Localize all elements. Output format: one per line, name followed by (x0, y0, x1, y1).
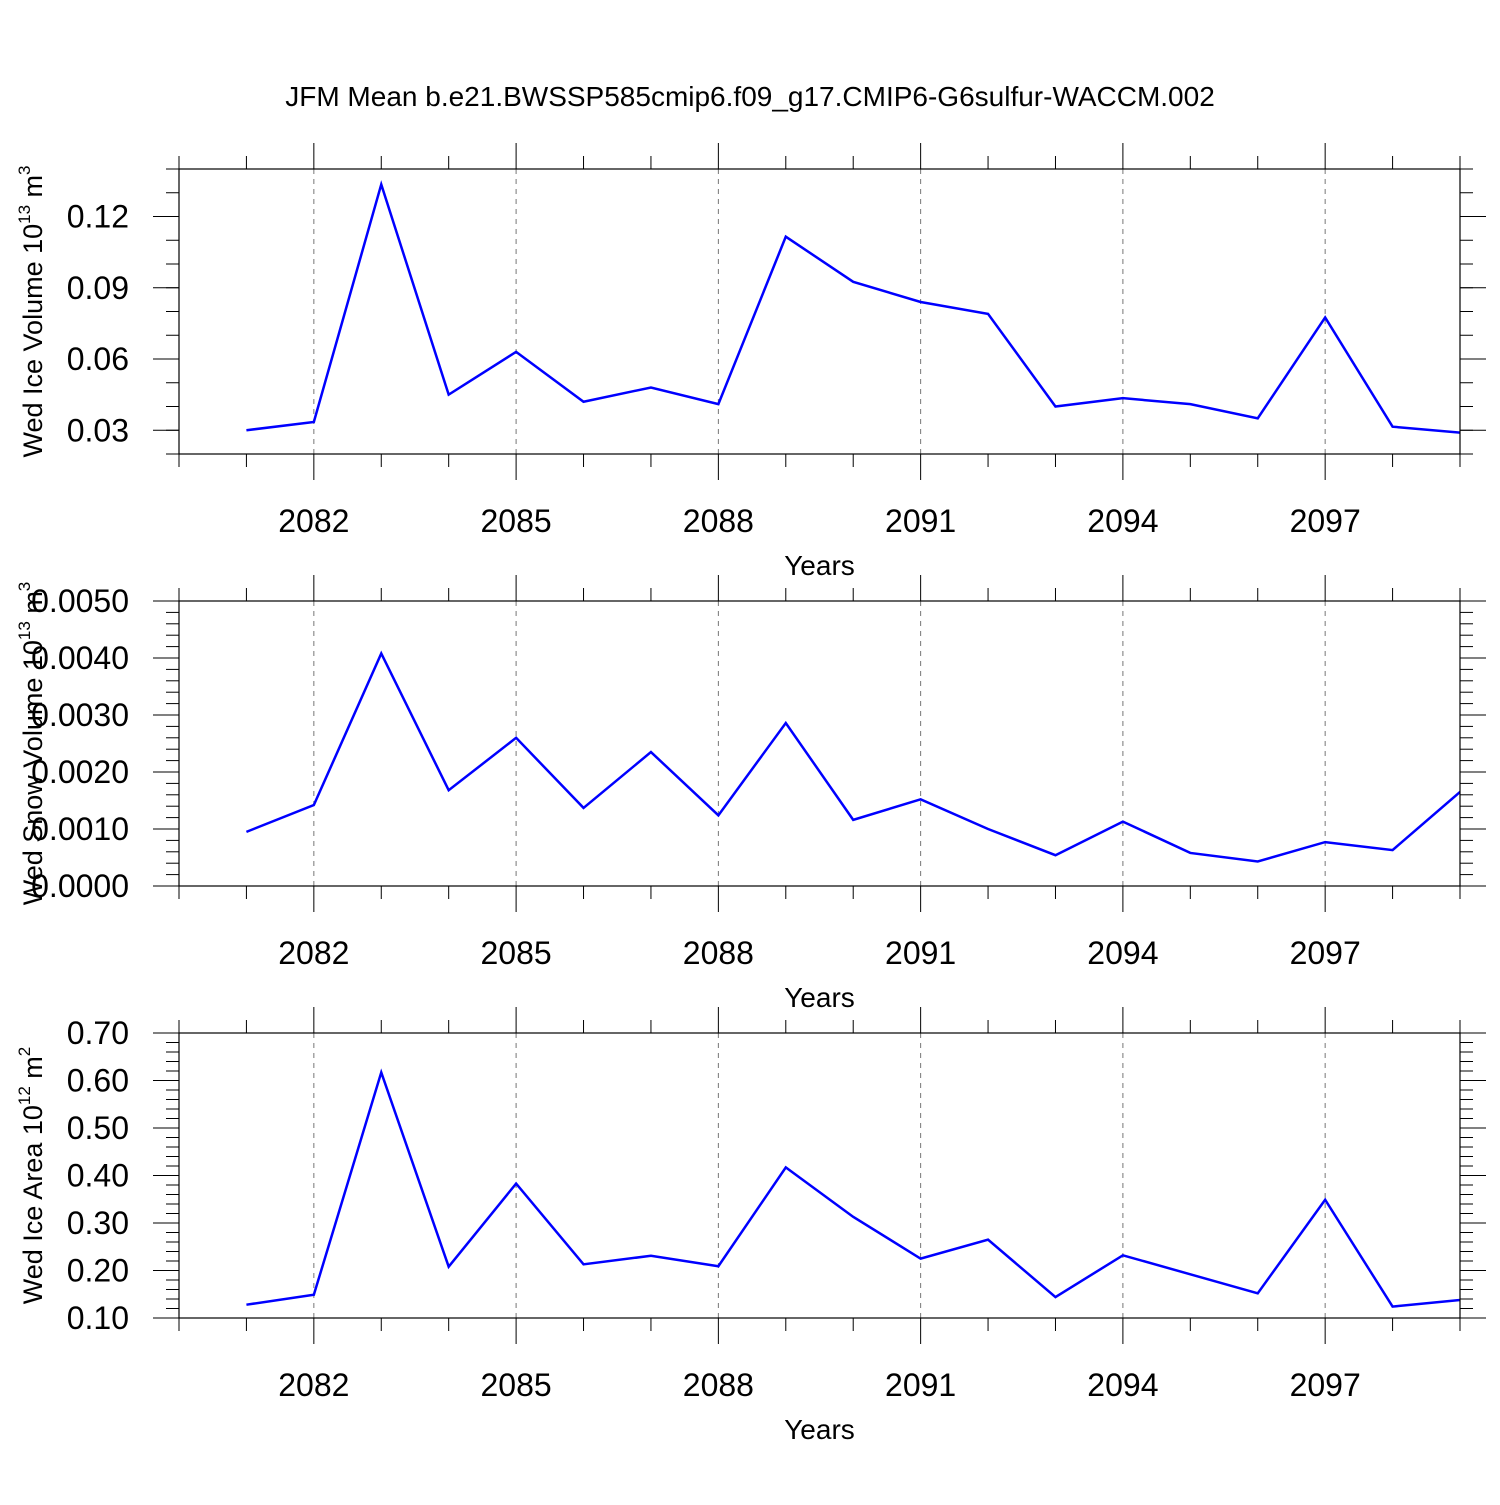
plot-frame (179, 169, 1460, 454)
x-tick-label-2094: 2094 (1087, 935, 1158, 971)
y-tick-label-0.12: 0.12 (67, 199, 129, 235)
y-axis-label-unit-exponent: 2 (15, 1047, 34, 1056)
chart-title: JFM Mean b.e21.BWSSP585cmip6.f09_g17.CMI… (285, 81, 1215, 112)
y-tick-label-0.60: 0.60 (67, 1063, 129, 1099)
y-axis-label-unit-exponent: 3 (15, 582, 34, 591)
y-tick-label-0.30: 0.30 (67, 1205, 129, 1241)
y-axis-label: Wed Ice Volume 1013 m3 (15, 165, 48, 457)
y-axis-label-unit: m (18, 175, 48, 205)
y-tick-label-0.03: 0.03 (67, 412, 129, 448)
y-axis-label-unit: m (18, 1056, 48, 1086)
series-line (246, 653, 1500, 861)
plot-frame (179, 1033, 1460, 1318)
y-tick-label-0.70: 0.70 (67, 1015, 129, 1051)
y-tick-label-0.06: 0.06 (67, 341, 129, 377)
y-axis-label-prefix: Wed Snow Volume 10 (18, 640, 48, 905)
x-tick-label-2088: 2088 (683, 503, 754, 539)
y-tick-label-0.50: 0.50 (67, 1110, 129, 1146)
y-axis-label: Wed Ice Area 1012 m2 (15, 1047, 48, 1305)
x-axis-label: Years (784, 1414, 855, 1445)
x-tick-label-2094: 2094 (1087, 503, 1158, 539)
x-tick-label-2094: 2094 (1087, 1367, 1158, 1403)
y-axis-label: Wed Snow Volume 1013 m3 (15, 582, 48, 906)
x-tick-label-2082: 2082 (278, 935, 349, 971)
y-tick-label-0.40: 0.40 (67, 1158, 129, 1194)
series-line (246, 1072, 1500, 1306)
y-axis-label-unit-exponent: 3 (15, 165, 34, 174)
panel-1: 2082 2085 2088 2091 2094 2097 0.03 0.06 0.09 0.12… (15, 143, 1500, 581)
x-tick-label-2082: 2082 (278, 1367, 349, 1403)
y-axis-label-prefix: Wed Ice Area 10 (18, 1105, 48, 1304)
x-tick-label-2091: 2091 (885, 935, 956, 971)
x-tick-label-2088: 2088 (683, 935, 754, 971)
x-tick-label-2088: 2088 (683, 1367, 754, 1403)
y-tick-label-0.10: 0.10 (67, 1300, 129, 1336)
panel-3: 2082 2085 2088 2091 2094 2097 0.10 0.20 0.30 0.40… (15, 1007, 1500, 1445)
x-axis-label: Years (784, 550, 855, 581)
plot-frame (179, 601, 1460, 886)
x-axis-label: Years (784, 982, 855, 1013)
y-axis-label-exponent: 12 (15, 1086, 34, 1105)
y-axis-label-exponent: 13 (15, 621, 34, 640)
y-tick-label-0.09: 0.09 (67, 270, 129, 306)
x-tick-label-2097: 2097 (1290, 935, 1361, 971)
x-tick-label-2085: 2085 (481, 1367, 552, 1403)
x-tick-label-2082: 2082 (278, 503, 349, 539)
x-tick-label-2097: 2097 (1290, 1367, 1361, 1403)
x-tick-label-2085: 2085 (481, 935, 552, 971)
x-tick-label-2085: 2085 (481, 503, 552, 539)
y-tick-label-0.20: 0.20 (67, 1253, 129, 1289)
series-line (246, 184, 1500, 432)
x-tick-label-2091: 2091 (885, 1367, 956, 1403)
y-axis-label-exponent: 13 (15, 205, 34, 224)
x-tick-label-2097: 2097 (1290, 503, 1361, 539)
x-tick-label-2091: 2091 (885, 503, 956, 539)
y-axis-label-prefix: Wed Ice Volume 10 (18, 224, 48, 458)
y-axis-label-unit: m (18, 591, 48, 621)
